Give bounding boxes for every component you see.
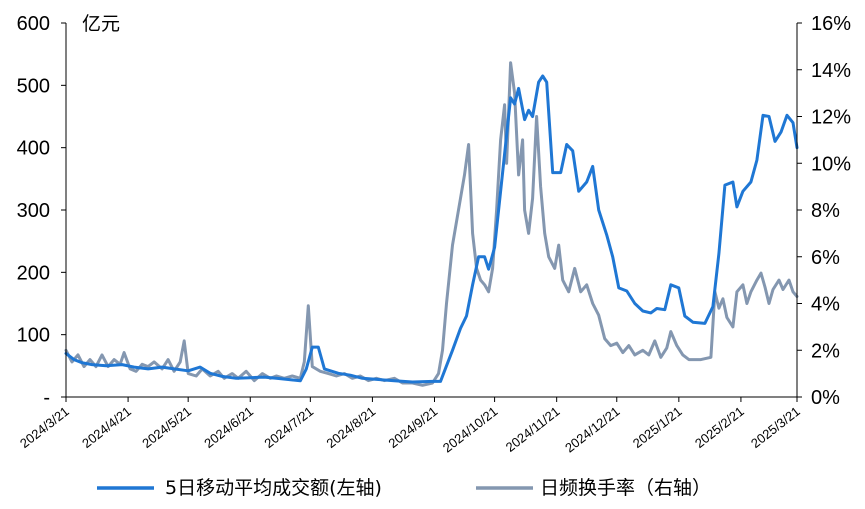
- series-lines: [64, 61, 799, 387]
- left-tick-label: 100: [17, 325, 50, 347]
- right-tick-label: 12%: [811, 107, 851, 129]
- axis-lines: [65, 23, 798, 398]
- x-tick-label: 2025/3/21: [748, 404, 803, 451]
- x-tick-label: 2024/9/21: [386, 404, 441, 451]
- x-axis: 2024/3/21 2024/4/21 2024/5/21 2024/6/21 2024…: [17, 397, 803, 455]
- x-tick-label: 2024/10/21: [440, 404, 501, 456]
- right-tick-label: 16%: [811, 13, 851, 35]
- right-tick-label: 10%: [811, 153, 851, 175]
- x-tick-label: 2025/1/21: [630, 404, 685, 451]
- x-tick-label: 2024/8/21: [323, 404, 378, 451]
- right-tick-label: 0%: [811, 387, 840, 409]
- legend: 5日移动平均成交额(左轴) 日频换手率（右轴）: [97, 477, 711, 499]
- legend-label: 日频换手率（右轴）: [540, 477, 711, 499]
- x-tick-label: 2024/3/21: [17, 404, 72, 451]
- left-tick-label: -: [43, 387, 50, 409]
- series-line-volume: [64, 74, 799, 384]
- x-tick-label: 2024/5/21: [139, 404, 194, 451]
- left-tick-label: 200: [17, 262, 50, 284]
- right-axis: 0% 2% 4% 6% 8% 10% 12% 14% 16%: [797, 13, 851, 409]
- x-tick-label: 2025/2/21: [692, 404, 747, 451]
- x-tick-label: 2024/11/21: [503, 404, 563, 455]
- left-tick-label: 300: [17, 200, 50, 222]
- series-line-turnover: [64, 61, 799, 387]
- x-tick-label: 2024/4/21: [79, 404, 134, 451]
- right-tick-label: 14%: [811, 60, 851, 82]
- right-tick-label: 4%: [811, 294, 840, 316]
- x-tick-label: 2024/6/21: [201, 404, 256, 451]
- left-tick-label: 400: [17, 138, 50, 160]
- x-tick-label: 2024/7/21: [261, 404, 316, 451]
- left-axis: - 100 200 300 400 500 600: [17, 13, 66, 409]
- left-axis-unit: 亿元: [82, 13, 120, 35]
- left-tick-label: 600: [17, 13, 50, 35]
- x-tick-label: 2024/12/21: [562, 404, 623, 456]
- right-tick-label: 6%: [811, 247, 840, 269]
- legend-label: 5日移动平均成交额(左轴): [165, 477, 382, 499]
- right-tick-label: 2%: [811, 340, 840, 362]
- left-tick-label: 500: [17, 75, 50, 97]
- right-tick-label: 8%: [811, 200, 840, 222]
